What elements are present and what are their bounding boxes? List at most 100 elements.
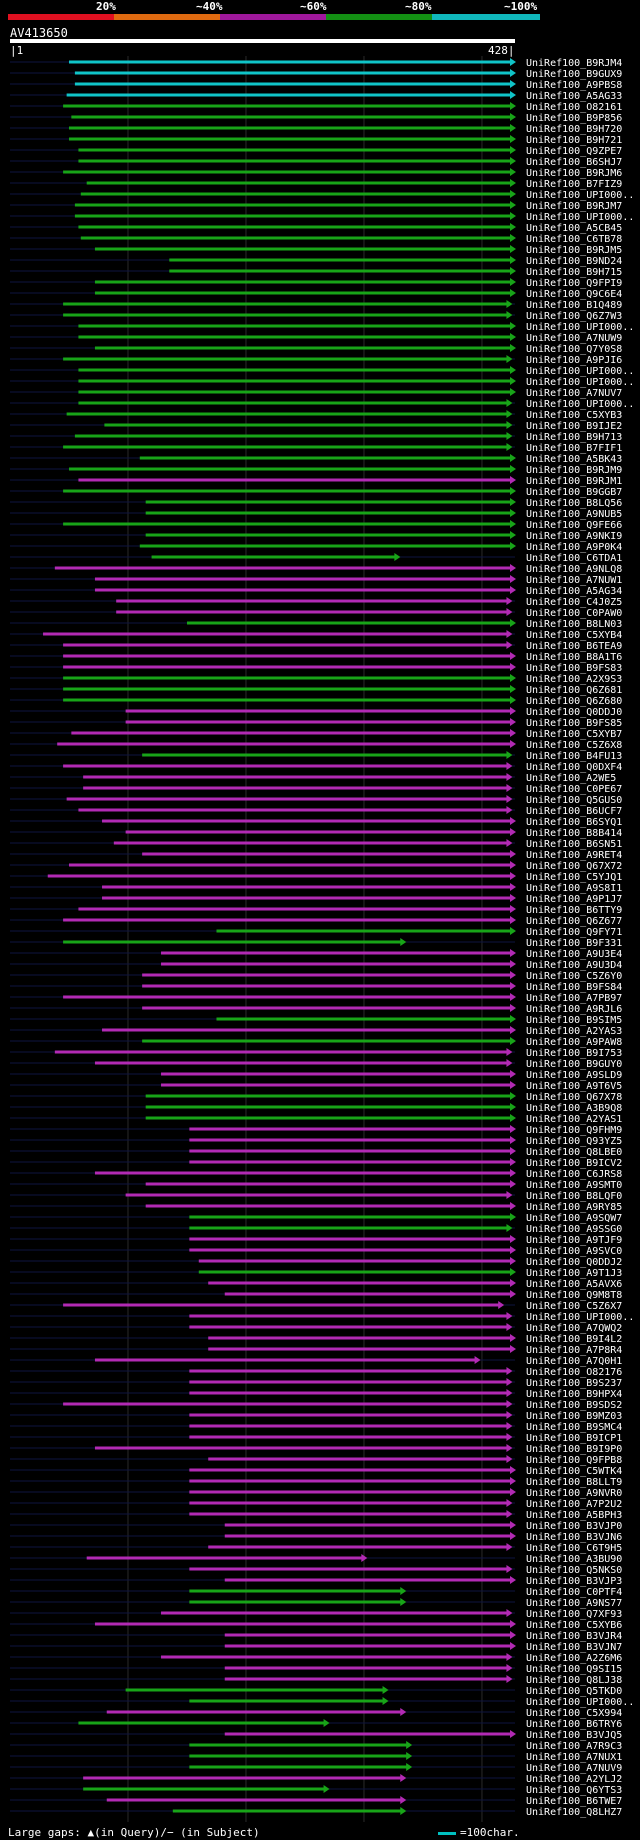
hit-label: UniRef100_Q9FHM9 <box>526 1125 622 1136</box>
hit-label: UniRef100_A5BPH3 <box>526 1510 622 1521</box>
hit-arrow <box>506 1378 513 1386</box>
hit-arrow <box>506 300 513 308</box>
hit-arrow <box>506 795 513 803</box>
hit-arrow <box>510 366 516 374</box>
hit-label: UniRef100_B8B414 <box>526 828 622 839</box>
hit-arrow <box>506 1444 513 1452</box>
hit-arrow <box>506 1059 513 1067</box>
hit-label: UniRef100_Q0DDJ2 <box>526 1257 622 1268</box>
hit-arrow <box>506 773 513 781</box>
hit-label: UniRef100_B6SHJ7 <box>526 157 622 168</box>
hit-label: UniRef100_Q9FY71 <box>526 927 622 938</box>
hit-arrow <box>510 267 516 275</box>
hit-label: UniRef100_A2Z6M6 <box>526 1653 622 1664</box>
hit-arrow <box>506 355 513 363</box>
hit-arrow <box>510 1125 516 1133</box>
hit-label: UniRef100_B3VJN7 <box>526 1642 622 1653</box>
hit-label: UniRef100_B9FS83 <box>526 663 622 674</box>
hit-label: UniRef100_B9RJM4 <box>526 58 622 69</box>
hit-arrow <box>510 1488 516 1496</box>
hit-label: UniRef100_Q8LBE0 <box>526 1147 622 1158</box>
hit-label: UniRef100_B3VJN6 <box>526 1532 622 1543</box>
hit-label: UniRef100_B9SDS2 <box>526 1400 622 1411</box>
hit-arrow <box>510 1521 516 1529</box>
hit-label: UniRef100_B7FIZ9 <box>526 179 622 190</box>
hit-arrow <box>510 487 516 495</box>
hit-label: UniRef100_C5XYB7 <box>526 729 622 740</box>
hit-arrow <box>510 69 516 77</box>
hit-arrow <box>506 399 513 407</box>
hit-arrow <box>506 1499 513 1507</box>
hit-arrow <box>506 762 513 770</box>
hit-arrow <box>506 1664 513 1672</box>
hit-label: UniRef100_B9MZ03 <box>526 1411 622 1422</box>
hit-label: UniRef100_A9SQW7 <box>526 1213 622 1224</box>
hit-arrow <box>498 1301 505 1309</box>
hit-arrow <box>400 1796 407 1804</box>
hit-label: UniRef100_B9H713 <box>526 432 622 443</box>
hit-arrow <box>510 344 516 352</box>
hit-arrow <box>510 1466 516 1474</box>
hit-arrow <box>506 751 513 759</box>
hit-label: UniRef100_B9H720 <box>526 124 622 135</box>
hit-arrow <box>510 652 516 660</box>
hit-label: UniRef100_Q8LHZ7 <box>526 1807 622 1818</box>
hit-arrow <box>510 564 516 572</box>
hit-arrow <box>510 971 516 979</box>
hit-arrow <box>510 1642 516 1650</box>
hit-arrow <box>510 1235 516 1243</box>
hit-label: UniRef100_B6TTY9 <box>526 905 622 916</box>
hit-arrow <box>506 806 513 814</box>
pct-label-20: 20% <box>96 0 116 13</box>
hit-label: UniRef100_B3VJQ5 <box>526 1730 622 1741</box>
hit-label: UniRef100_B9ND24 <box>526 256 622 267</box>
hit-arrow <box>506 1389 513 1397</box>
gap-legend: Large gaps: ▲(in Query)/− (in Subject) <box>8 1826 260 1839</box>
hit-label: UniRef100_A2YAS1 <box>526 1114 622 1125</box>
hit-arrow <box>510 322 516 330</box>
hit-label: UniRef100_A9U3E4 <box>526 949 622 960</box>
hit-arrow <box>323 1719 330 1727</box>
scale-legend: =100char. <box>438 1826 520 1839</box>
hit-arrow <box>510 278 516 286</box>
hit-label: UniRef100_B6TEA9 <box>526 641 622 652</box>
hit-label: UniRef100_A9NLQ8 <box>526 564 622 575</box>
hit-arrow <box>510 377 516 385</box>
hit-arrow <box>394 553 401 561</box>
hit-label: UniRef100_Q9SI15 <box>526 1664 622 1675</box>
hit-label: UniRef100_A9RET4 <box>526 850 622 861</box>
hit-label: UniRef100_UPI000.. <box>526 212 634 223</box>
hit-arrow <box>510 190 516 198</box>
hit-label: UniRef100_B6SN51 <box>526 839 622 850</box>
hit-label: UniRef100_C5XYB3 <box>526 410 622 421</box>
hit-label: UniRef100_A2X9S3 <box>526 674 622 685</box>
hit-arrow <box>510 905 516 913</box>
hit-arrow <box>510 1147 516 1155</box>
hit-arrow <box>510 850 516 858</box>
hit-arrow <box>510 223 516 231</box>
hit-label: UniRef100_C5XYB4 <box>526 630 622 641</box>
hit-arrow <box>510 1180 516 1188</box>
hit-arrow <box>400 1807 407 1815</box>
hit-label: UniRef100_B9GUY0 <box>526 1059 622 1070</box>
hit-arrow <box>510 1257 516 1265</box>
hit-label: UniRef100_C5X994 <box>526 1708 622 1719</box>
hit-label: UniRef100_A9U3D4 <box>526 960 622 971</box>
hit-arrow <box>506 1510 513 1518</box>
hit-arrow <box>506 1609 513 1617</box>
legend-cyan <box>432 14 540 20</box>
hit-arrow <box>506 1323 513 1331</box>
hit-label: UniRef100_A9P0K4 <box>526 542 622 553</box>
hit-label: UniRef100_Q93YZ5 <box>526 1136 622 1147</box>
hit-label: UniRef100_UPI000.. <box>526 190 634 201</box>
hit-label: UniRef100_B6TWE7 <box>526 1796 622 1807</box>
hit-label: UniRef100_B4FU13 <box>526 751 622 762</box>
hit-arrow <box>510 982 516 990</box>
hit-arrow <box>510 146 516 154</box>
hit-arrow <box>510 718 516 726</box>
hit-label: UniRef100_B9I4L2 <box>526 1334 622 1345</box>
hit-arrow <box>361 1554 368 1562</box>
hit-label: UniRef100_B6SYQ1 <box>526 817 622 828</box>
hit-label: UniRef100_A9S8I1 <box>526 883 622 894</box>
